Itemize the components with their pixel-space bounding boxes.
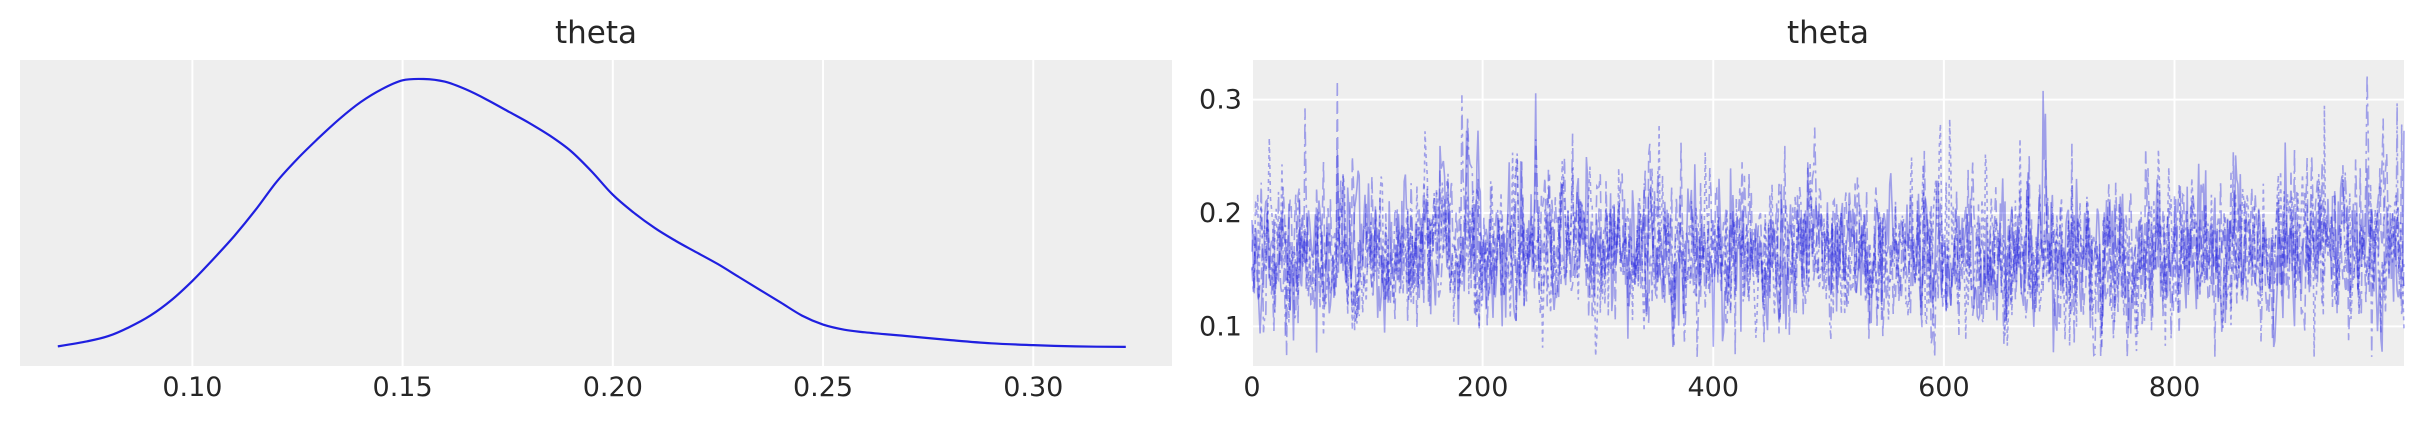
trace-chain-line [1251,74,2405,357]
density-curve [57,77,1126,348]
posterior-density-panel: 0.10 0.15 0.20 0.25 0.30 theta [20,15,1172,403]
trace-chains [1251,74,2405,357]
density-curves [57,77,1126,348]
trace-x-tick-label: 800 [2149,372,2201,403]
trace-x-tick-label: 600 [1918,372,1970,403]
trace-y-tick-label: 0.1 [1199,311,1242,342]
density-gridlines [191,60,1035,366]
trace-panel: 0 200 400 600 800 0.1 0.2 0.3 theta [1199,15,2405,403]
trace-y-tick-label: 0.2 [1199,198,1242,229]
trace-chain-line [1251,80,2405,357]
trace-x-tick-labels: 0 200 400 600 800 [1243,372,2200,403]
trace-y-tick-label: 0.3 [1199,85,1242,116]
trace-x-tick-label: 200 [1457,372,1509,403]
trace-y-tick-labels: 0.1 0.2 0.3 [1199,85,1242,343]
density-x-tick-labels: 0.10 0.15 0.20 0.25 0.30 [162,372,1063,403]
density-title: theta [555,15,637,51]
trace-chain-line [1251,90,2405,353]
density-x-tick-label: 0.15 [373,372,433,403]
density-plot-background [20,60,1172,366]
trace-chain-line [1251,105,2405,357]
trace-title: theta [1787,15,1869,51]
density-x-tick-label: 0.30 [1003,372,1063,403]
trace-x-tick-label: 0 [1243,372,1260,403]
density-x-tick-label: 0.10 [162,372,222,403]
density-x-tick-label: 0.20 [583,372,643,403]
density-x-tick-label: 0.25 [793,372,853,403]
trace-x-tick-label: 400 [1687,372,1739,403]
trace-gridlines [1251,60,2404,366]
